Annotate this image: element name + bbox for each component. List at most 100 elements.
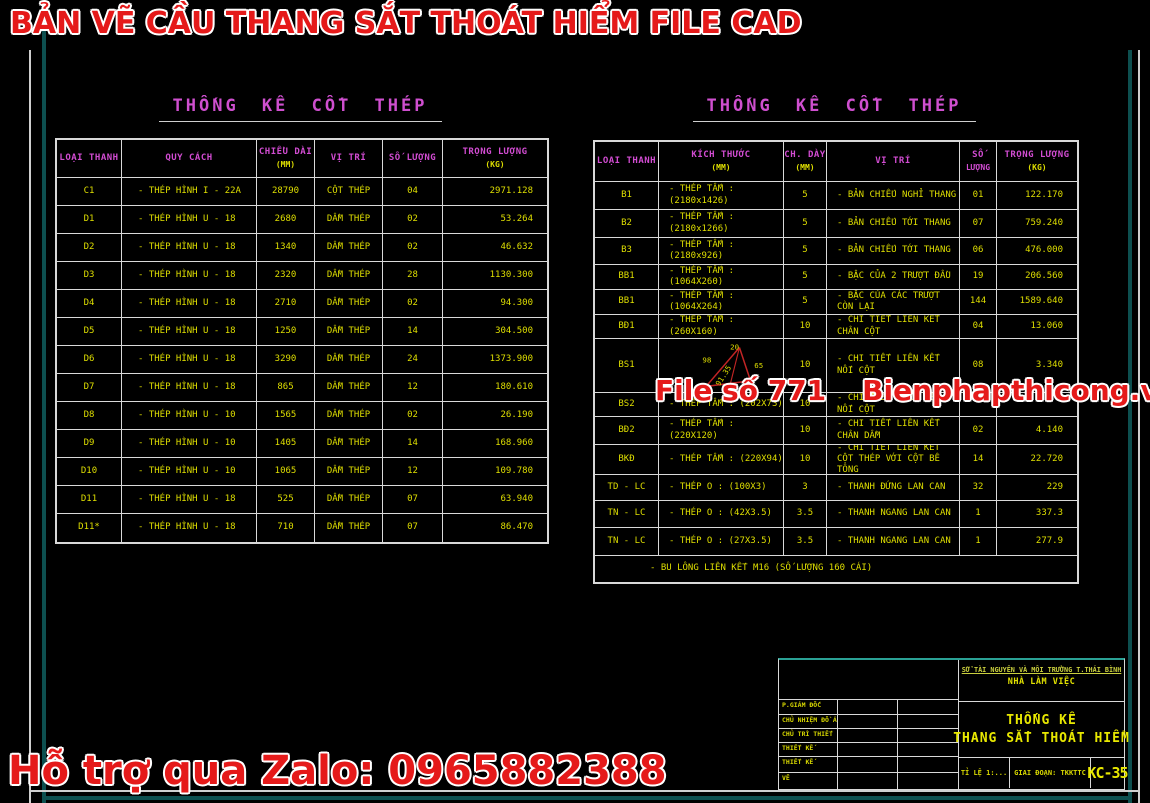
column-header: VỊ TRÍ xyxy=(315,140,383,178)
table-cell: 10 xyxy=(784,445,827,475)
name-cell xyxy=(898,700,957,714)
table-cell: B3 xyxy=(595,238,659,265)
table-cell: 12 xyxy=(383,458,443,486)
table-cell: 144 xyxy=(960,290,997,315)
table-cell: - BẢN CHIẾU TỚI THANG xyxy=(827,210,960,238)
frame-line xyxy=(42,796,1132,800)
table-cell: 10 xyxy=(784,339,827,393)
table-cell: - THÉP TẤM : (220X94) xyxy=(659,445,784,475)
column-header: LOẠI THANH xyxy=(57,140,122,178)
table-cell: 2320 xyxy=(257,262,315,290)
table-cell: D5 xyxy=(57,318,122,346)
frame-line xyxy=(29,790,1140,792)
table-cell: DẦM THÉP xyxy=(315,514,383,542)
right-table-title: THỐNG KÊ CỐT THÉP xyxy=(593,96,1075,122)
table-cell: 4.140 xyxy=(997,417,1077,445)
table-cell: 1589.640 xyxy=(997,290,1077,315)
table-cell: BS2 xyxy=(595,393,659,417)
left-table-title: THỐNG KÊ CỐT THÉP xyxy=(55,96,545,122)
table-cell: 08 xyxy=(960,339,997,393)
title-block-info: SỞ TÀI NGUYÊN VÀ MÔI TRƯỜNG T.THÁI BÌNH … xyxy=(953,660,1129,789)
table-cell: 24 xyxy=(383,346,443,374)
table-cell: 1 xyxy=(960,528,997,556)
table-cell: - THÉP HÌNH U - 10 xyxy=(122,402,257,430)
table-cell: DẦM THÉP xyxy=(315,458,383,486)
table-cell: - THÉP HÌNH U - 18 xyxy=(122,514,257,542)
table-cell: - CHI TIẾT LIÊN KẾT NỐI CỘT xyxy=(827,393,960,417)
top-banner-text: BẢN VẼ CẦU THANG SẮT THOÁT HIỂM FILE CAD xyxy=(10,6,802,41)
title-block-empty-cell xyxy=(779,660,958,700)
title-block-footer: TỈ LỆ 1:... GIAI ĐOẠN: TKKTTC KC-35 xyxy=(959,758,1129,788)
drawing-number: KC-35 xyxy=(1087,764,1128,782)
table-cell: CỘT THÉP xyxy=(315,178,383,206)
signature-cell xyxy=(838,757,898,772)
column-header: TRỌNG LƯỢNG (KG) xyxy=(997,142,1077,182)
table-cell: D10 xyxy=(57,458,122,486)
table-cell: DẦM THÉP xyxy=(315,318,383,346)
table-cell: - THÉP HÌNH U - 18 xyxy=(122,486,257,514)
table-cell: 10 xyxy=(784,417,827,445)
table-row: BĐ2- THÉP TẤM : (220X120) 10- CHI TIẾT LI… xyxy=(595,417,1077,445)
table-cell: 3.5 xyxy=(784,528,827,556)
role-label: VẼ xyxy=(779,773,838,789)
table-row: C1- THÉP HÌNH I - 22A 28790 CỘT THÉP 04 2971… xyxy=(57,178,547,206)
table-cell: DẦM THÉP xyxy=(315,486,383,514)
table-cell: - BẢN CHIẾU NGHỈ THANG xyxy=(827,182,960,210)
divider xyxy=(958,660,959,789)
table-cell: D11* xyxy=(57,514,122,542)
table-row: D11- THÉP HÌNH U - 18 525 DẦM THÉP 07 63.940 xyxy=(57,486,547,514)
table-cell: DẦM THÉP xyxy=(315,262,383,290)
table-cell: 2710 xyxy=(257,290,315,318)
table-cell: 109.780 xyxy=(443,458,547,486)
table-cell: - THÉP HÌNH U - 18 xyxy=(122,374,257,402)
table-cell: DẦM THÉP xyxy=(315,234,383,262)
table-cell: - THÉP HÌNH U - 18 xyxy=(122,262,257,290)
table-cell: 3.340 xyxy=(997,339,1077,393)
table-cell: 1340 xyxy=(257,234,315,262)
table-cell: 02 xyxy=(383,290,443,318)
role-row: CHỦ NHIỆM ĐỒ ÁN xyxy=(779,715,958,729)
table-row: BB1- THÉP TẤM : (1064X264) 5- BẬC CỦA CÁC… xyxy=(595,290,1077,315)
table-cell: DẦM THÉP xyxy=(315,402,383,430)
table-cell: 94.300 xyxy=(443,290,547,318)
table-cell: 10 xyxy=(784,393,827,417)
table-cell: - CHI TIẾT LIÊN KẾT CỘT THÉP VỚI CỘT BÊ … xyxy=(827,445,960,475)
table-cell: 3 xyxy=(784,475,827,501)
frame-line xyxy=(42,4,46,803)
table-row: D1- THÉP HÌNH U - 18 2680 DẦM THÉP 02 53.264 xyxy=(57,206,547,234)
table-cell: - THÉP HÌNH U - 18 xyxy=(122,234,257,262)
drawing-title: THỐNG KÊ THANG SẮT THOÁT HIỂM xyxy=(953,702,1129,758)
table-row: D7- THÉP HÌNH U - 18 865 DẦM THÉP 12 180.610 xyxy=(57,374,547,402)
watermark-site: Bienphapthicong.vn xyxy=(862,374,1150,407)
role-row: VẼ xyxy=(779,773,958,789)
frame-line xyxy=(1138,50,1140,803)
table-cell: D8 xyxy=(57,402,122,430)
table-cell: DẦM THÉP xyxy=(315,430,383,458)
table-cell: 02 xyxy=(960,417,997,445)
table-cell: DẦM THÉP xyxy=(315,290,383,318)
table-cell: 1565 xyxy=(257,402,315,430)
table-cell: 04 xyxy=(960,315,997,339)
table-footer: - BU LÔNG LIÊN KẾT M16 (SỐ LƯỢNG 160 CÁI… xyxy=(650,563,873,574)
column-header: KÍCH THƯỚC (MM) xyxy=(659,142,784,182)
table-cell: - CHI TIẾT LIÊN KẾT CHÂN CỘT xyxy=(827,315,960,339)
table-cell: - THANH NGANG LAN CAN xyxy=(827,528,960,556)
svg-text:20: 20 xyxy=(730,342,739,351)
table-cell: 06 xyxy=(960,238,997,265)
table-cell: - BẬC CỦA CÁC TRƯỢT CÒN LẠI xyxy=(827,290,960,315)
table-cell: 525 xyxy=(257,486,315,514)
table-cell: - THANH NGANG LAN CAN xyxy=(827,501,960,528)
table-cell: 12 xyxy=(383,374,443,402)
project-name: NHÀ LÀM VIỆC xyxy=(1007,677,1076,687)
table-row: D5- THÉP HÌNH U - 18 1250 DẦM THÉP 14 304.50… xyxy=(57,318,547,346)
table-cell: 3.5 xyxy=(784,501,827,528)
table-cell: 2971.128 xyxy=(443,178,547,206)
table-row: BB1- THÉP TẤM : (1064X260) 5- BẬC CỦA 2 T… xyxy=(595,265,1077,290)
table-cell: 07 xyxy=(383,486,443,514)
table-cell: 10 xyxy=(784,315,827,339)
table-cell: 337.3 xyxy=(997,501,1077,528)
column-header: SỐ LƯỢNG xyxy=(960,142,997,182)
table-cell: - THANH ĐỨNG LAN CAN xyxy=(827,475,960,501)
table-cell: 14 xyxy=(383,430,443,458)
